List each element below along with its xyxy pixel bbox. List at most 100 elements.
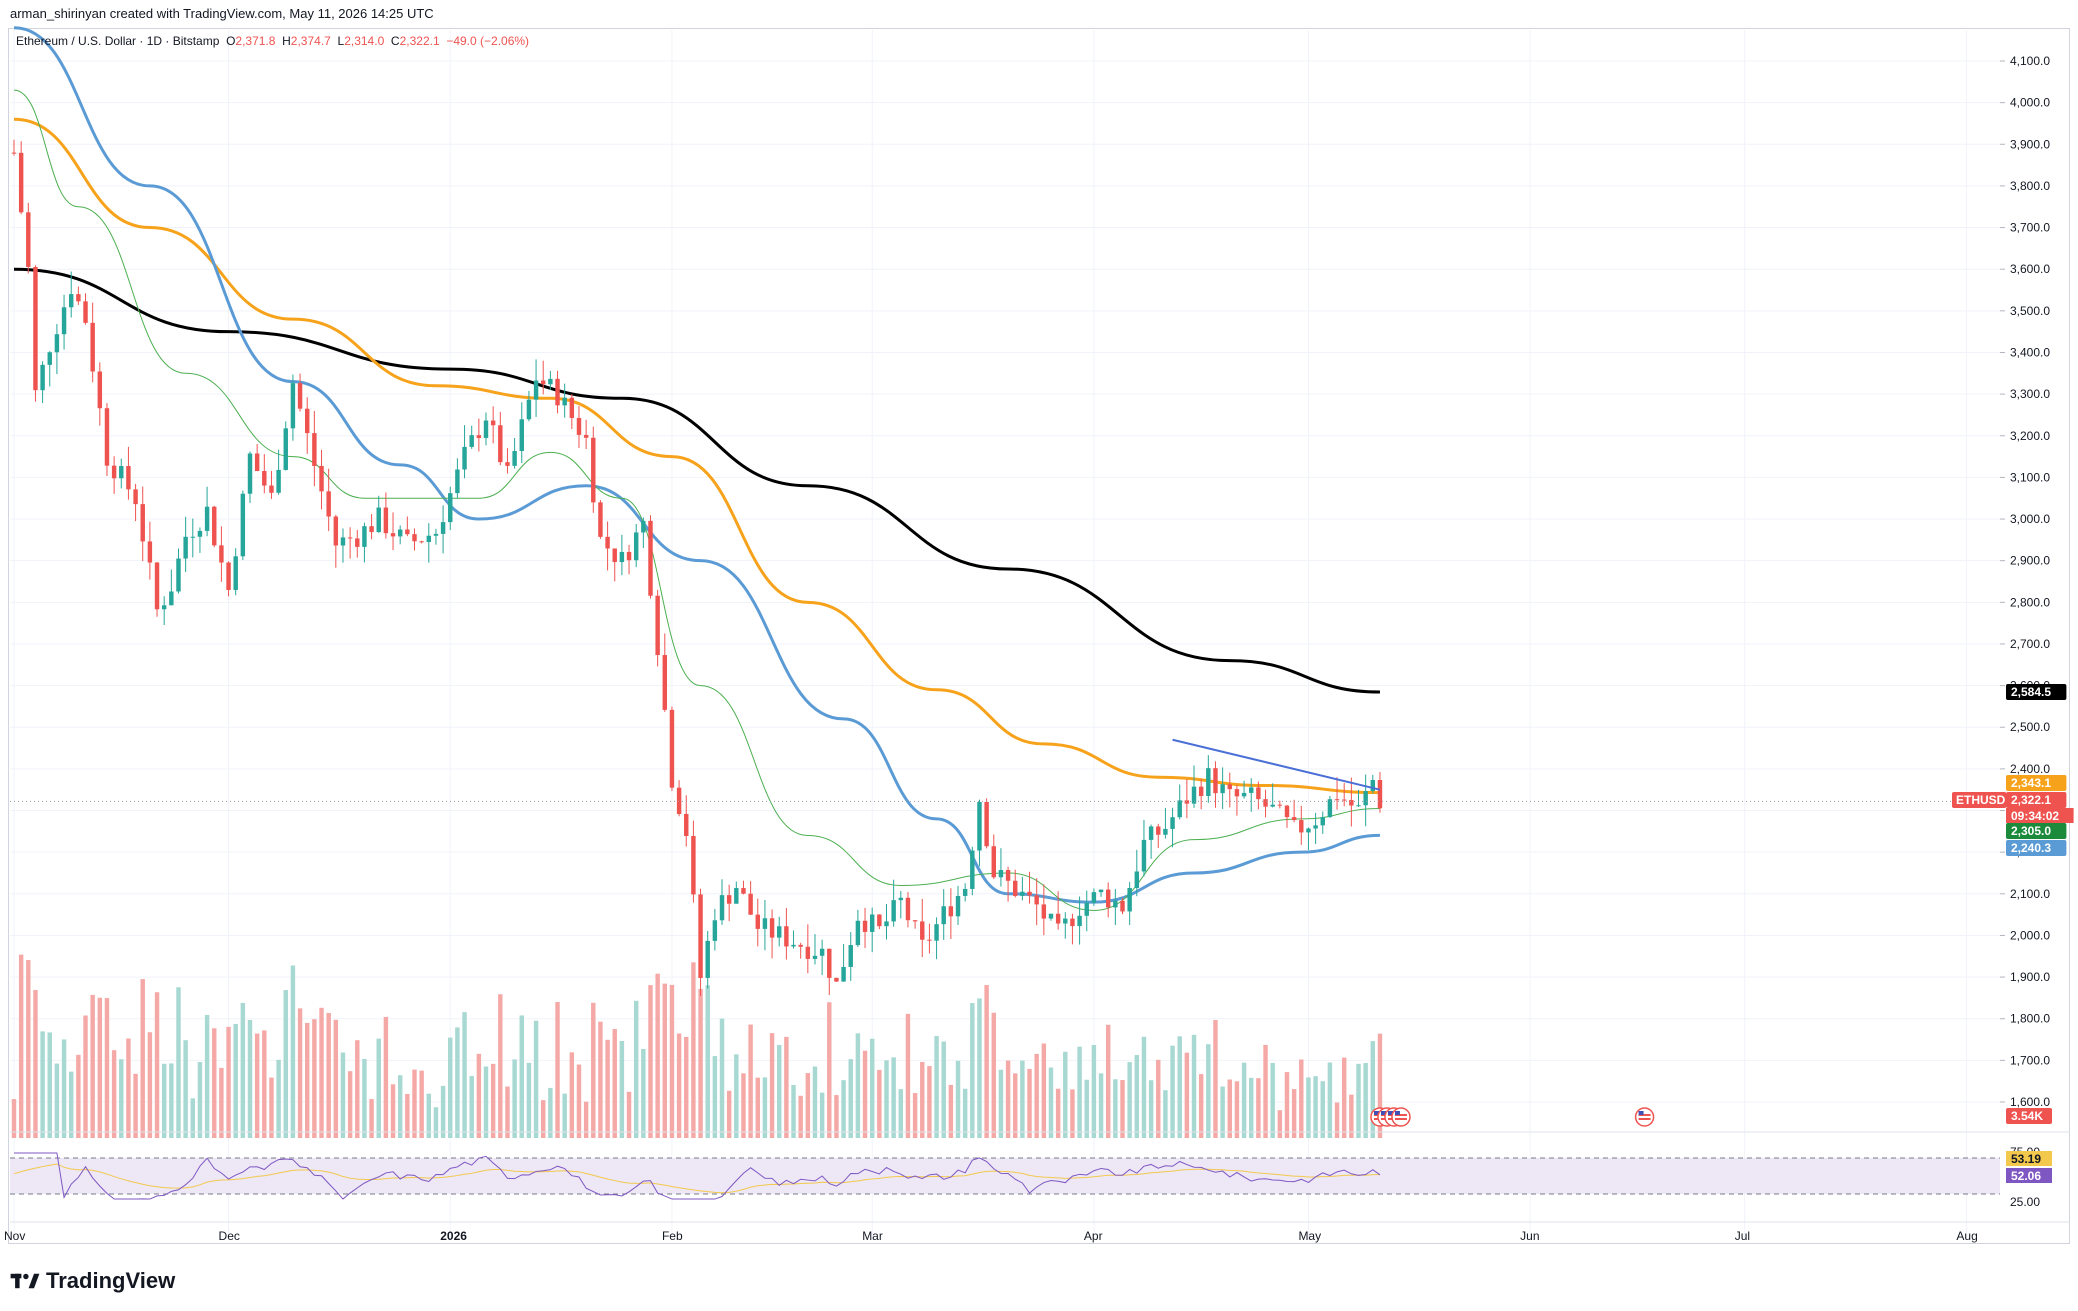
candle-body [147,541,153,563]
tradingview-logo[interactable]: TradingView [10,1268,175,1294]
volume-bar [741,1073,746,1138]
volume-bar [834,1095,839,1138]
volume-bar [1363,1063,1368,1138]
volume-bar [1191,1034,1197,1138]
symbol-tag-bg [1952,792,2007,808]
candle-body [591,437,596,503]
volume-bar [912,1093,918,1138]
low-value: 2,314.0 [344,34,385,48]
candle-body [1063,918,1068,924]
candle-body [183,536,188,559]
us-flag-event-icon[interactable] [1634,1107,1655,1127]
ma-line-ma100 [13,117,1380,795]
candle-body [805,946,811,959]
volume-bar [147,1032,153,1138]
x-tick-label: Dec [219,1229,240,1243]
volume-bar [533,1020,539,1138]
x-tick-label: 2026 [440,1229,467,1243]
volume-bar [998,1069,1004,1138]
candle-body [741,888,746,894]
candle-body [1084,902,1089,916]
candle-body [1148,826,1154,840]
candle-body [133,489,138,505]
candle-body [1005,870,1011,881]
candle-body [705,940,710,978]
last-price-tag-bg [2006,792,2067,808]
candle-body [1020,891,1025,896]
candle-body [397,529,403,537]
candle-body [262,471,267,486]
volume-bar [269,1077,274,1138]
volume-bar [1206,1044,1211,1138]
volume-bar [827,1002,832,1138]
candle-body [605,536,610,549]
volume-bar [226,1026,231,1138]
last-price-tag-bg [2006,684,2067,701]
volume-bar [183,1040,188,1138]
volume-bar [726,1090,732,1138]
volume-bar [1349,1094,1354,1138]
y-tick-label: 1,700.0 [2010,1053,2050,1067]
candle-body [626,551,632,561]
candle-body [777,926,782,938]
candle-body [784,926,789,947]
volume-bar [426,1093,432,1138]
candle-body [1163,828,1168,835]
volume-bar [1327,1062,1333,1138]
y-tick-label: 2,800.0 [2010,595,2050,609]
candle-body [1241,792,1247,797]
candle-body [970,850,975,889]
y-tick-label: 3,100.0 [2010,470,2050,484]
volume-tag: 3.54K [2011,1109,2043,1123]
volume-bar [862,1050,868,1138]
volume-bar [1270,1062,1275,1138]
candle-body [662,655,668,710]
candle-body [18,152,24,213]
volume-bar [819,1092,825,1138]
y-tick-label: 1,600.0 [2010,1095,2050,1109]
volume-bar [262,1030,267,1138]
volume-bar [1299,1059,1304,1138]
volume-bar [254,1033,260,1138]
x-tick-label: Nov [4,1229,25,1243]
candle-body [47,352,52,365]
volume-bar [1041,1043,1047,1138]
volume-bar [1320,1081,1325,1138]
volume-bar [1306,1077,1311,1138]
x-tick-label: Feb [662,1229,683,1243]
volume-bar [1013,1073,1018,1138]
volume-bar [927,1066,932,1138]
candle-body [90,322,95,372]
volume-tag-bg [2006,1108,2052,1124]
volume-bar [583,1101,589,1138]
volume-bar [1277,1110,1283,1138]
candle-body [462,446,467,470]
volume-bar [734,1054,739,1138]
volume-bar [1070,1089,1075,1138]
y-tick-label: 1,800.0 [2010,1012,2050,1026]
candle-body [283,428,288,470]
volume-bar [920,1061,925,1138]
candle-body [941,906,946,925]
volume-bar [719,1018,725,1138]
candle-body [869,914,875,932]
candle-body [290,383,296,429]
volume-bar [1034,1053,1039,1138]
volume-bar [104,998,110,1138]
volume-bar [1356,1063,1361,1138]
y-tick-label: 3,000.0 [2010,512,2050,526]
rsi-lower-label: 25.00 [2010,1195,2040,1209]
y-tick-label: 3,200.0 [2010,429,2050,443]
us-flag-event-icon[interactable] [1391,1107,1411,1127]
volume-bar [1105,1024,1111,1138]
x-tick-label: Jun [1520,1229,1539,1243]
volume-bar [419,1070,424,1138]
candle-body [1077,915,1082,927]
resistance-trendline [1172,738,1381,791]
volume-bar [576,1064,582,1138]
candle-body [827,948,832,978]
candle-body [26,212,31,267]
candle-body [1113,900,1118,908]
